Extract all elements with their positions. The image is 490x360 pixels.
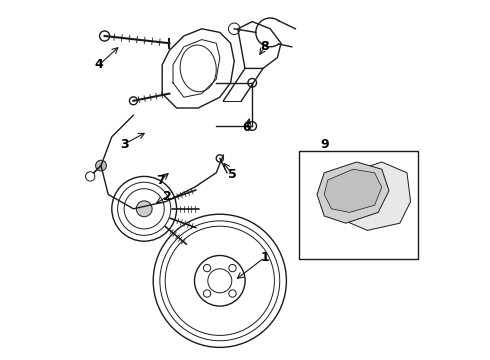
Text: 1: 1 [260, 251, 269, 264]
Text: 7: 7 [156, 174, 165, 186]
Circle shape [216, 155, 223, 162]
Circle shape [96, 160, 106, 171]
Text: 6: 6 [243, 121, 251, 134]
Text: 5: 5 [228, 168, 237, 181]
Text: 9: 9 [320, 138, 328, 150]
Circle shape [248, 122, 257, 130]
Circle shape [248, 78, 257, 87]
Polygon shape [324, 169, 382, 212]
Polygon shape [317, 162, 389, 223]
Text: 3: 3 [120, 138, 129, 150]
Text: 4: 4 [95, 58, 103, 71]
Text: 2: 2 [163, 190, 172, 203]
Bar [299, 151, 418, 259]
Polygon shape [339, 162, 411, 230]
Circle shape [136, 201, 152, 217]
Text: 8: 8 [261, 40, 269, 53]
